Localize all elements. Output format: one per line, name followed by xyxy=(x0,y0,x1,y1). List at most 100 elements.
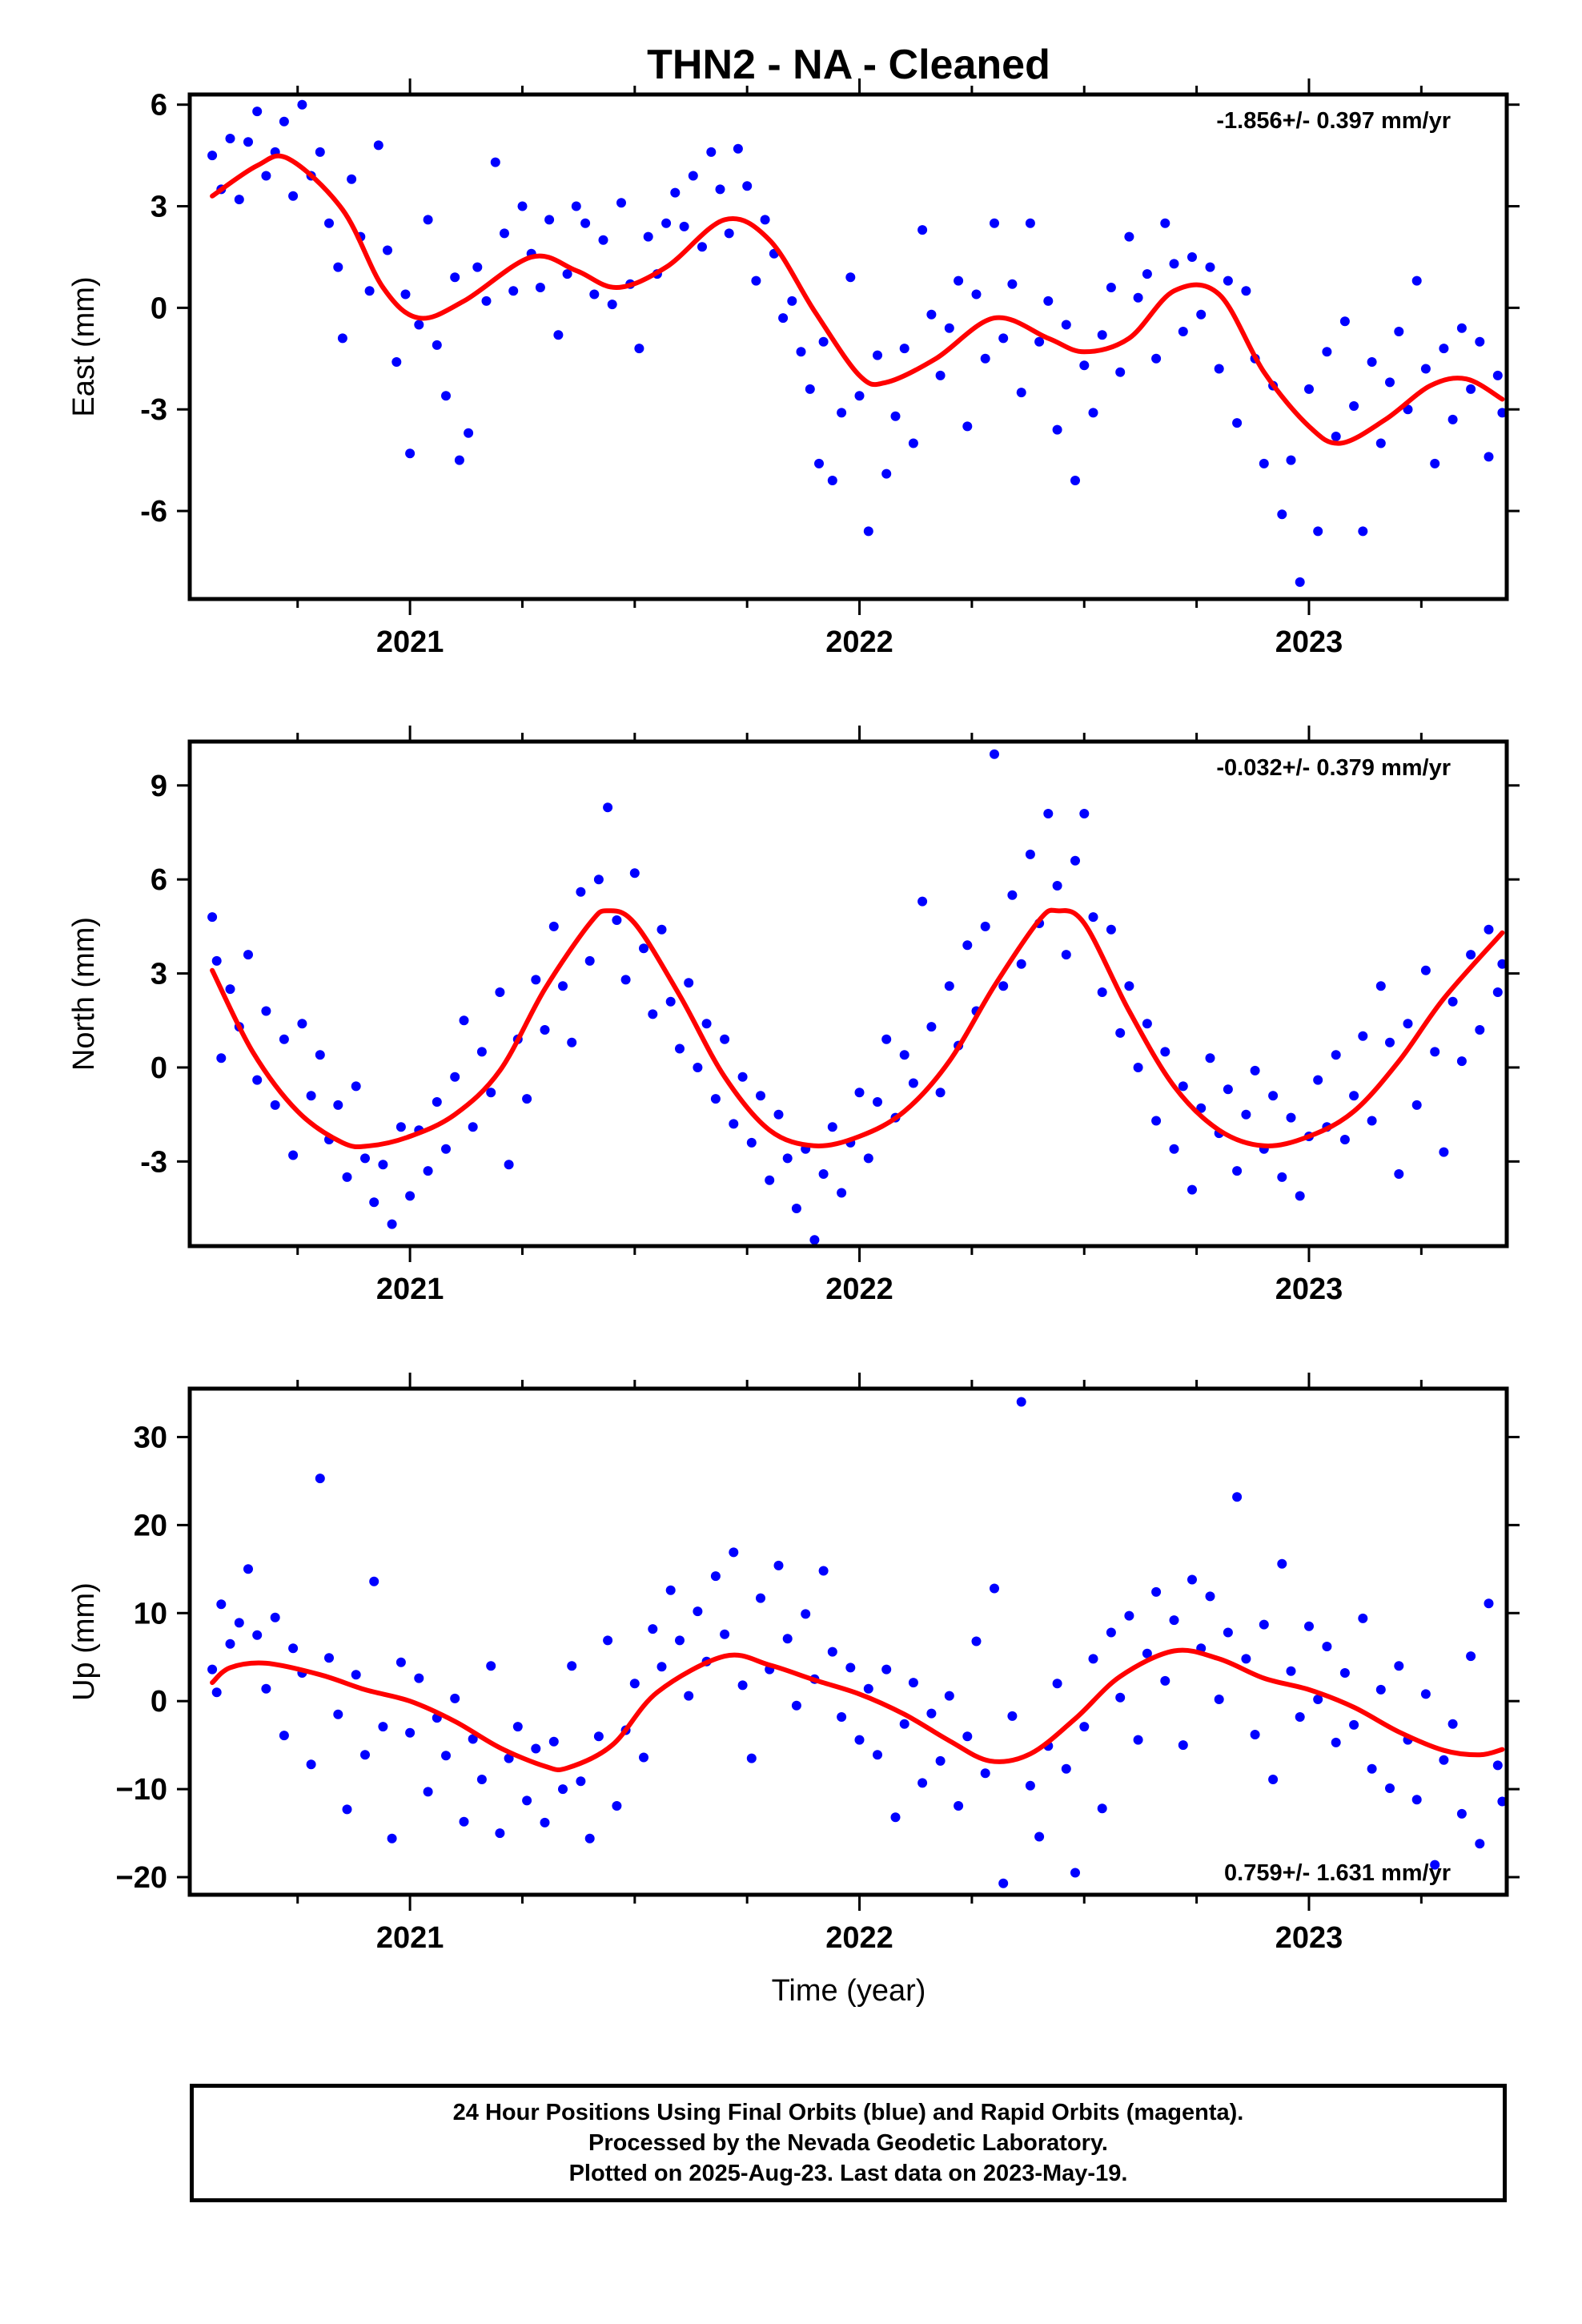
up-point xyxy=(1466,1651,1476,1662)
up-point xyxy=(926,1708,937,1719)
north-point xyxy=(1007,890,1018,900)
up-point xyxy=(315,1474,325,1484)
panel-up: −20 −10 0 10 20 30 2021 2022 2023 Up (mm) 0.759+/-… xyxy=(67,1373,1520,1955)
up-point xyxy=(378,1722,388,1732)
east-point xyxy=(917,225,928,235)
north-point xyxy=(629,868,640,879)
east-point xyxy=(863,526,873,537)
north-point xyxy=(567,1037,577,1047)
north-point xyxy=(1420,965,1431,975)
east-point xyxy=(854,391,865,401)
up-point xyxy=(729,1547,739,1558)
east-point xyxy=(589,289,600,300)
north-point xyxy=(648,1009,658,1019)
footer-line-1: 24 Hour Positions Using Final Orbits (bl… xyxy=(452,2100,1244,2125)
east-point xyxy=(315,147,325,157)
north-point xyxy=(1043,809,1054,818)
north-point xyxy=(962,940,973,951)
east-point xyxy=(1232,418,1243,428)
north-xtick-label: 2021 xyxy=(376,1273,444,1306)
north-point xyxy=(854,1088,865,1098)
up-point xyxy=(558,1784,568,1795)
up-point xyxy=(369,1576,379,1586)
up-point xyxy=(216,1599,227,1610)
north-point xyxy=(1061,950,1071,960)
north-point xyxy=(522,1094,532,1104)
up-point xyxy=(827,1647,837,1657)
north-point xyxy=(1313,1075,1323,1085)
east-rate-label: -1.856+/- 0.397 mm/yr xyxy=(1216,108,1451,134)
east-point xyxy=(607,300,617,310)
up-point xyxy=(288,1643,299,1654)
up-point xyxy=(773,1560,784,1570)
east-point xyxy=(1196,309,1207,320)
footer-line-2: Processed by the Nevada Geodetic Laborat… xyxy=(588,2130,1108,2156)
east-point xyxy=(760,215,770,225)
north-point xyxy=(540,1025,550,1035)
north-point xyxy=(1052,881,1062,891)
up-point xyxy=(486,1661,496,1671)
north-point xyxy=(450,1072,460,1082)
north-point xyxy=(773,1109,784,1120)
east-point xyxy=(225,134,235,143)
up-point xyxy=(1142,1648,1152,1659)
up-point xyxy=(1385,1783,1395,1793)
east-point xyxy=(1061,320,1071,330)
north-point xyxy=(423,1166,433,1176)
up-y-axis-label: Up (mm) xyxy=(67,1582,101,1701)
east-point xyxy=(1160,218,1170,228)
up-point xyxy=(639,1752,648,1763)
north-point xyxy=(396,1122,406,1132)
north-point xyxy=(1295,1191,1305,1201)
east-point xyxy=(1492,370,1503,380)
north-point xyxy=(756,1091,765,1101)
east-point xyxy=(998,333,1009,344)
up-point xyxy=(1070,1868,1080,1878)
north-point xyxy=(701,1019,712,1029)
north-point xyxy=(990,749,999,759)
east-point xyxy=(1439,344,1449,354)
figure-title: THN2 - NA - Cleaned xyxy=(647,42,1050,88)
north-point xyxy=(639,943,648,954)
east-point xyxy=(954,275,964,286)
north-point xyxy=(665,996,676,1007)
north-point xyxy=(216,1053,227,1063)
north-point xyxy=(1016,959,1026,969)
north-point xyxy=(710,1094,721,1104)
east-point xyxy=(1205,262,1215,272)
up-point xyxy=(1439,1755,1449,1765)
up-point xyxy=(1007,1711,1018,1721)
east-point xyxy=(535,283,545,292)
up-point xyxy=(1295,1712,1305,1722)
east-point xyxy=(971,289,982,300)
up-point xyxy=(522,1795,532,1806)
up-point xyxy=(954,1801,964,1811)
east-point xyxy=(1142,269,1152,279)
up-point xyxy=(567,1661,577,1671)
up-point xyxy=(540,1817,550,1827)
east-point xyxy=(423,215,433,225)
up-point xyxy=(351,1670,361,1680)
north-point xyxy=(603,802,613,813)
east-point xyxy=(733,143,743,154)
up-point xyxy=(1250,1730,1260,1739)
east-point xyxy=(1133,292,1143,303)
east-point xyxy=(890,411,901,421)
north-point xyxy=(1447,996,1458,1007)
north-xtick-label: 2022 xyxy=(825,1273,893,1306)
north-frame xyxy=(187,739,1509,1248)
up-point xyxy=(998,1878,1009,1888)
up-point xyxy=(1339,1668,1350,1678)
east-point xyxy=(1430,458,1440,468)
north-ytick-label: -3 xyxy=(140,1145,167,1179)
east-point xyxy=(598,235,608,245)
east-point xyxy=(1241,286,1251,296)
north-point xyxy=(360,1153,370,1164)
up-point xyxy=(782,1634,793,1644)
east-ytick-label: 3 xyxy=(151,191,167,224)
east-point xyxy=(679,221,689,231)
east-point xyxy=(980,353,990,364)
up-point xyxy=(665,1585,676,1595)
up-frame xyxy=(187,1386,1509,1897)
